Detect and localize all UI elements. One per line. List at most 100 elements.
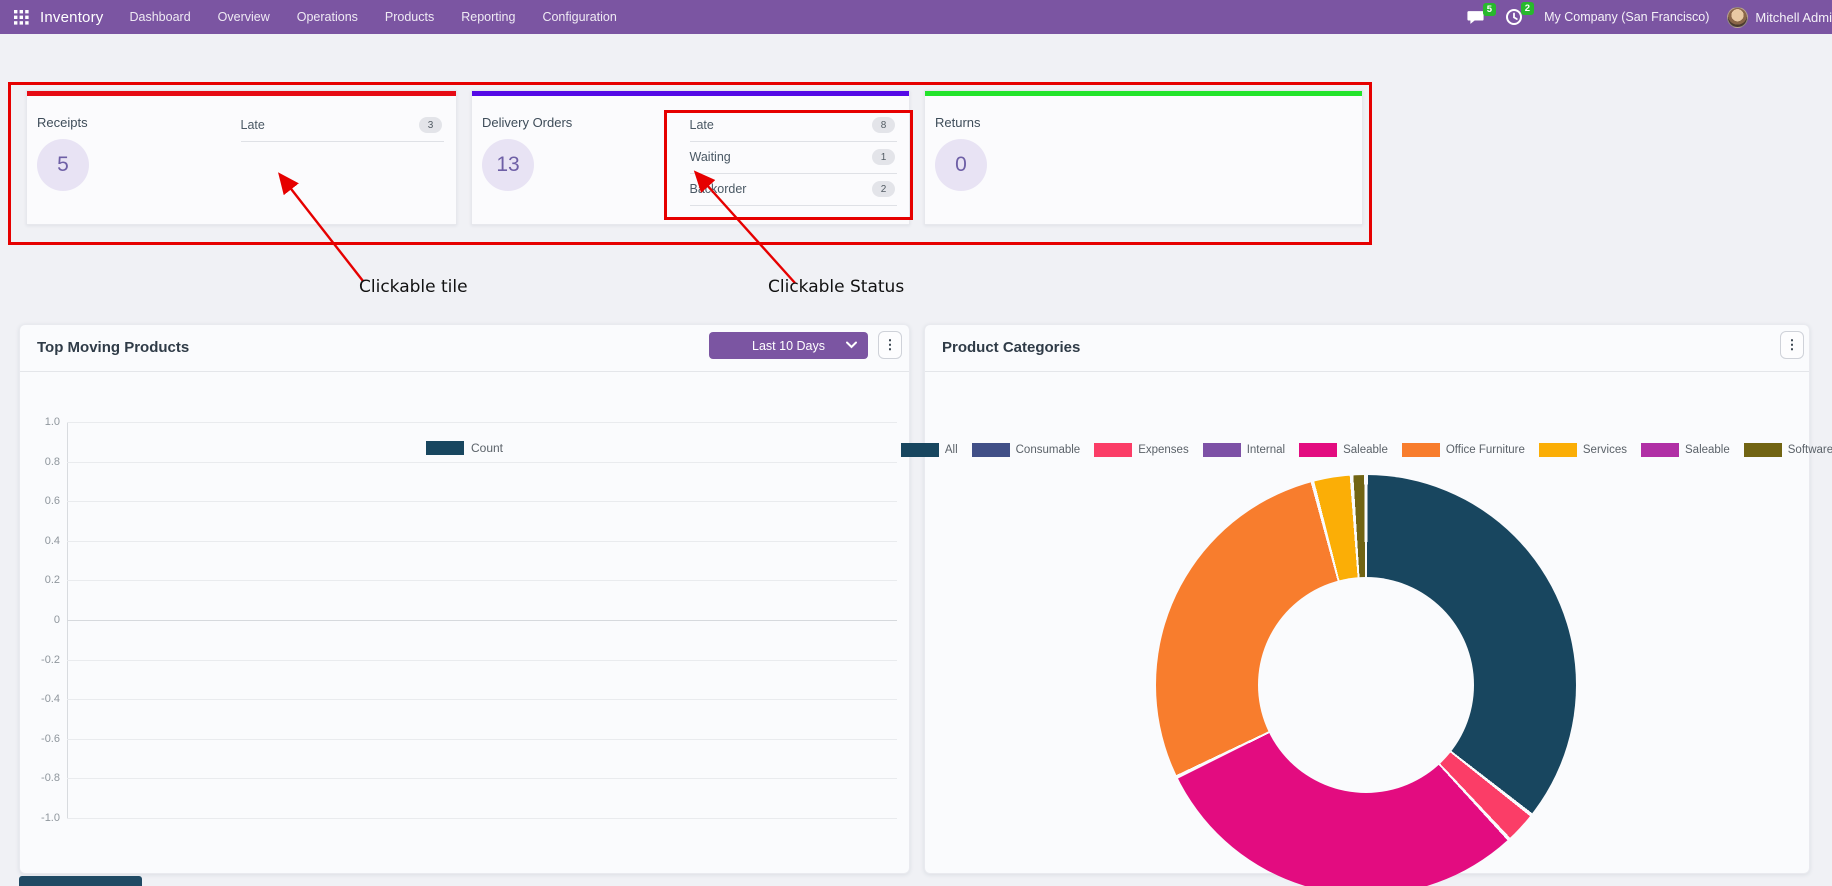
gridline-0.4	[67, 540, 897, 542]
line-chart-plot-area: Count 1.0 0.8 0.6 0.4 0.2 0 -0.2 -0.4 -0.6 -0.8 -1…	[20, 372, 909, 875]
donut-chart[interactable]	[1156, 475, 1576, 886]
gridline--0.8	[67, 778, 897, 780]
y-tick-label: -0.6	[41, 732, 60, 745]
y-tick-label: 0.4	[44, 534, 60, 547]
tile-count-circle: 5	[37, 139, 89, 191]
y-tick-label: 1.0	[44, 416, 60, 428]
menu-item-dashboard[interactable]: Dashboard	[129, 10, 191, 24]
donut-hole	[1258, 577, 1474, 793]
panel-title: Product Categories	[942, 339, 1081, 356]
status-label: Late	[240, 118, 265, 132]
navbar-left: Inventory Dashboard Overview Operations Pro…	[12, 0, 617, 34]
legend-swatch-saleable	[1641, 443, 1679, 457]
status-row-late[interactable]: Late 3	[240, 117, 444, 142]
status-row-waiting[interactable]: Waiting 1	[689, 149, 897, 174]
gridline-0	[67, 620, 897, 621]
annotation-label-tile: Clickable tile	[359, 277, 468, 297]
menu-item-overview[interactable]: Overview	[217, 10, 270, 24]
apps-grid-icon-svg	[13, 9, 29, 25]
tile-delivery-orders[interactable]: Delivery Orders 13 Late 8 Waiting 1 Backorder 2	[471, 90, 910, 225]
messages-badge: 5	[1482, 2, 1497, 16]
legend-swatch-count	[425, 441, 464, 455]
panel-options-button[interactable]: ⋮	[878, 331, 902, 359]
annotation-label-status: Clickable Status	[768, 277, 905, 297]
legend-item-expenses[interactable]: Expenses	[1094, 443, 1189, 457]
y-tick-label: 0.2	[44, 574, 60, 587]
clipped-element-bottom	[19, 876, 142, 886]
y-tick-label: 0.8	[44, 455, 60, 468]
legend-swatch-office-furniture	[1401, 443, 1440, 457]
kebab-menu-icon: ⋮	[1785, 337, 1799, 352]
legend-label-office-furniture: Office Furniture	[1445, 444, 1525, 456]
tile-accent-bar	[925, 91, 1362, 96]
tile-returns[interactable]: Returns 0	[924, 90, 1363, 225]
apps-grid-icon[interactable]	[12, 8, 30, 26]
tile-title: Delivery Orders	[482, 115, 573, 130]
navbar-right: 5 2 My Company (San Francisco) Mitchell …	[1467, 0, 1832, 34]
legend-label-saleable: Saleable	[1685, 444, 1730, 456]
legend-label-expenses: Expenses	[1138, 444, 1189, 456]
legend-swatch-consumable	[971, 443, 1010, 457]
legend-item-saleable[interactable]: Saleable	[1641, 443, 1730, 457]
gridline-0.2	[67, 580, 897, 582]
y-tick-label: 0.6	[44, 495, 60, 508]
legend-item-services[interactable]: Services	[1538, 443, 1627, 457]
top-moving-products-panel: Top Moving Products Last 10 Days ⋮ Count…	[19, 324, 910, 874]
legend-label-internal: Internal	[1246, 444, 1286, 456]
legend-item-all[interactable]: All	[900, 443, 958, 457]
legend-label-count: Count	[470, 441, 504, 455]
top-moving-products-header: Top Moving Products Last 10 Days ⋮	[20, 325, 909, 372]
tile-receipts[interactable]: Receipts 5 Late 3	[26, 90, 457, 225]
main-menu: Dashboard Overview Operations Products Repor…	[130, 10, 617, 24]
kebab-menu-icon: ⋮	[883, 337, 897, 352]
kpi-tiles-row: Receipts 5 Late 3 Delivery Orders 13 Late 8 Wait…	[26, 90, 1363, 225]
legend-swatch-software	[1743, 443, 1782, 457]
donut-chart-area: All Consumable Expenses Internal Saleable Off…	[900, 372, 1832, 886]
date-range-value: Last 10 Days	[752, 338, 825, 353]
chat-bubble-icon	[1467, 10, 1484, 24]
y-tick-label: -0.8	[41, 772, 60, 785]
legend-swatch-expenses	[1094, 443, 1133, 457]
app-name[interactable]: Inventory	[40, 8, 104, 26]
legend-item-consumable[interactable]: Consumable	[971, 443, 1081, 457]
menu-item-products[interactable]: Products	[384, 10, 435, 24]
status-label: Waiting	[689, 150, 731, 164]
legend-item-saleable[interactable]: Saleable	[1299, 443, 1388, 457]
gridline--1.0	[67, 818, 897, 819]
activities-badge: 2	[1520, 2, 1535, 15]
legend-swatch-all	[900, 443, 939, 457]
user-avatar[interactable]	[1727, 6, 1749, 28]
tile-title: Returns	[935, 115, 981, 130]
tile-count-circle: 0	[935, 139, 987, 191]
legend-swatch-internal	[1202, 443, 1241, 457]
legend-item-internal[interactable]: Internal	[1202, 443, 1286, 457]
gridline--0.6	[67, 738, 897, 740]
menu-item-reporting[interactable]: Reporting	[461, 10, 516, 24]
donut-chart-legend[interactable]: All Consumable Expenses Internal Saleable Off…	[900, 443, 1832, 457]
line-chart-legend[interactable]: Count	[20, 441, 909, 455]
gridline--0.4	[67, 699, 897, 701]
product-categories-panel: Product Categories ⋮ All Consumable Expens…	[900, 324, 1832, 886]
company-switcher[interactable]: My Company (San Francisco)	[1544, 10, 1710, 24]
messages-button[interactable]: 5	[1467, 2, 1497, 25]
legend-item-software[interactable]: Software	[1743, 443, 1832, 457]
y-tick-label: 0	[53, 614, 60, 626]
legend-item-office-furniture[interactable]: Office Furniture	[1401, 443, 1525, 457]
menu-item-operations[interactable]: Operations	[296, 10, 358, 24]
status-count-badge: 8	[872, 117, 895, 133]
tile-accent-bar	[472, 91, 909, 96]
status-row-backorder[interactable]: Backorder 2	[689, 181, 897, 206]
panel-options-button[interactable]: ⋮	[1780, 331, 1804, 359]
gridline-0.6	[67, 501, 897, 503]
legend-swatch-services	[1538, 443, 1577, 457]
legend-swatch-saleable	[1299, 443, 1338, 457]
user-menu[interactable]: Mitchell Admi	[1755, 9, 1832, 25]
legend-label-software: Software	[1787, 444, 1832, 456]
activities-button[interactable]: 2	[1506, 2, 1535, 25]
status-row-late[interactable]: Late 8	[689, 117, 897, 142]
menu-item-configuration[interactable]: Configuration	[542, 10, 617, 24]
date-range-dropdown[interactable]: Last 10 Days	[709, 332, 868, 359]
legend-label-consumable: Consumable	[1015, 444, 1081, 456]
gridline-0.8	[67, 461, 897, 463]
status-count-badge: 1	[872, 149, 895, 165]
